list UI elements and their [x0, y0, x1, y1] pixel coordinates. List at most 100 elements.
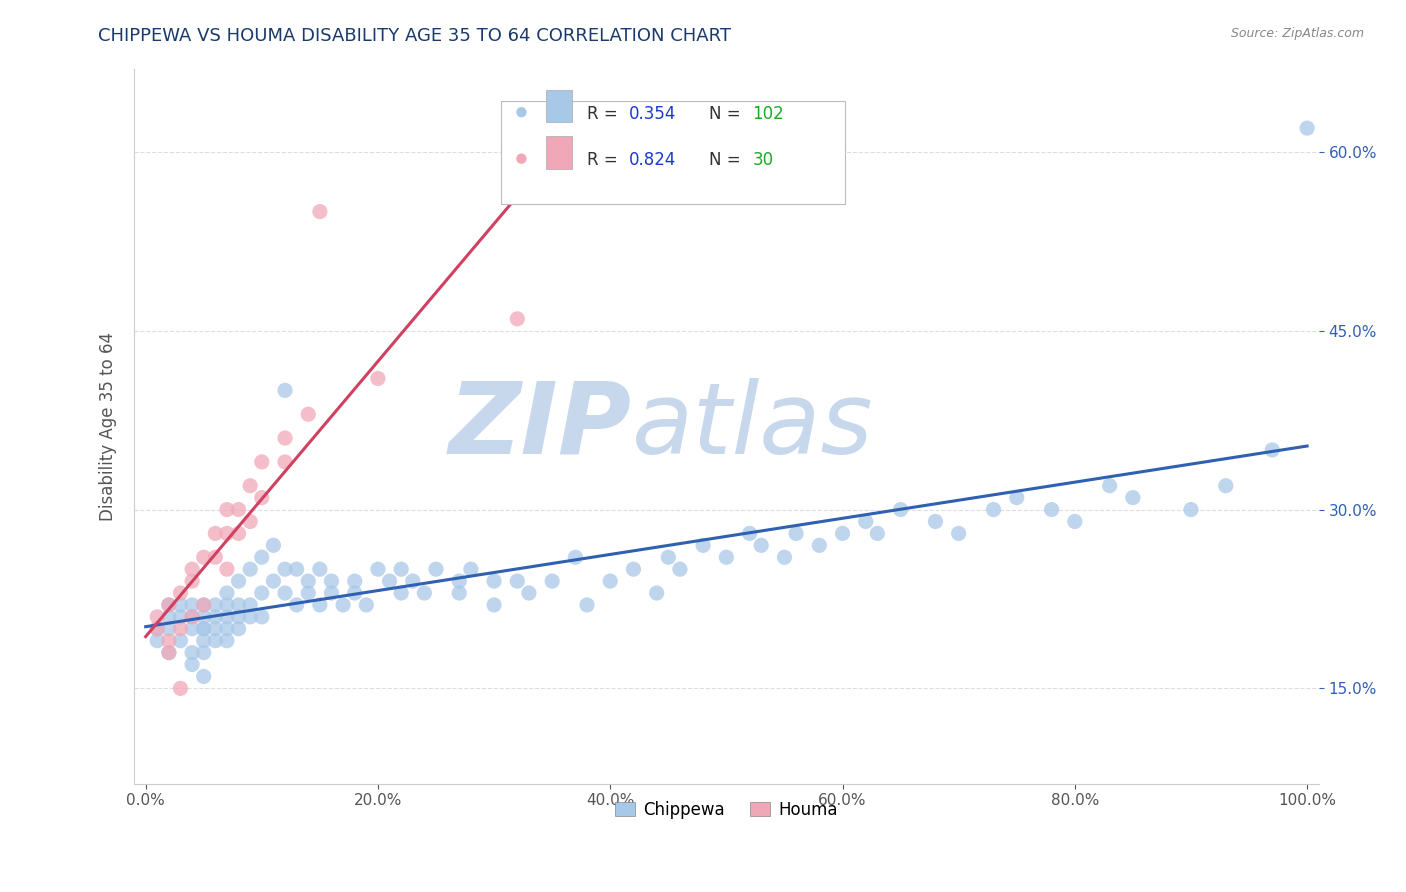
Point	[215, 610, 238, 624]
Point	[389, 586, 412, 600]
Point	[866, 526, 889, 541]
Text: N =: N =	[709, 152, 745, 169]
Point	[204, 550, 226, 565]
Point	[157, 610, 180, 624]
Point	[204, 526, 226, 541]
Point	[1296, 121, 1319, 136]
Point	[204, 610, 226, 624]
Point	[239, 610, 262, 624]
Point	[157, 598, 180, 612]
Point	[716, 550, 738, 565]
Point	[181, 562, 204, 576]
Point	[146, 610, 169, 624]
Text: CHIPPEWA VS HOUMA DISABILITY AGE 35 TO 64 CORRELATION CHART: CHIPPEWA VS HOUMA DISABILITY AGE 35 TO 6…	[98, 27, 731, 45]
Point	[482, 598, 505, 612]
Point	[228, 610, 250, 624]
Text: 0.824: 0.824	[630, 152, 676, 169]
Point	[297, 407, 319, 421]
Point	[193, 610, 215, 624]
Point	[983, 502, 1005, 516]
Point	[215, 526, 238, 541]
Point	[402, 574, 425, 588]
Point	[146, 633, 169, 648]
Text: 102: 102	[752, 105, 785, 123]
Point	[193, 669, 215, 683]
Point	[1215, 479, 1237, 493]
Point	[692, 538, 714, 552]
Point	[449, 574, 471, 588]
Point	[297, 586, 319, 600]
Point	[321, 586, 343, 600]
Point	[181, 610, 204, 624]
Point	[599, 574, 621, 588]
Point	[157, 633, 180, 648]
Point	[808, 538, 831, 552]
Point	[169, 598, 191, 612]
Point	[169, 610, 191, 624]
Point	[169, 681, 191, 696]
Point	[181, 574, 204, 588]
Point	[193, 622, 215, 636]
Text: R =: R =	[586, 105, 623, 123]
Text: atlas: atlas	[631, 377, 873, 475]
Point	[308, 204, 330, 219]
Point	[1040, 502, 1063, 516]
Text: ZIP: ZIP	[449, 377, 631, 475]
Point	[193, 633, 215, 648]
Point	[564, 550, 586, 565]
Point	[262, 538, 284, 552]
Text: R =: R =	[586, 152, 623, 169]
Legend: Chippewa, Houma: Chippewa, Houma	[609, 794, 845, 825]
Point	[308, 562, 330, 576]
Point	[239, 598, 262, 612]
Bar	[547, 90, 572, 122]
Point	[169, 633, 191, 648]
Point	[250, 586, 273, 600]
Point	[215, 502, 238, 516]
Point	[657, 550, 679, 565]
Point	[157, 646, 180, 660]
Point	[378, 574, 401, 588]
Point	[204, 633, 226, 648]
Point	[623, 562, 645, 576]
Text: N =: N =	[709, 105, 745, 123]
Point	[460, 562, 482, 576]
Point	[367, 371, 389, 385]
Point	[575, 598, 598, 612]
Bar	[547, 136, 572, 169]
Point	[332, 598, 354, 612]
Point	[181, 622, 204, 636]
Point	[274, 384, 297, 398]
Text: 0.354: 0.354	[630, 105, 676, 123]
Point	[204, 598, 226, 612]
Point	[239, 479, 262, 493]
FancyBboxPatch shape	[502, 101, 845, 204]
Point	[169, 586, 191, 600]
Point	[425, 562, 447, 576]
Point	[193, 646, 215, 660]
Point	[482, 574, 505, 588]
Point	[285, 562, 308, 576]
Point	[157, 598, 180, 612]
Y-axis label: Disability Age 35 to 64: Disability Age 35 to 64	[100, 332, 117, 521]
Point	[285, 598, 308, 612]
Point	[250, 455, 273, 469]
Point	[413, 586, 436, 600]
Point	[181, 598, 204, 612]
Point	[274, 431, 297, 445]
Point	[250, 491, 273, 505]
Point	[250, 550, 273, 565]
Point	[215, 633, 238, 648]
Point	[193, 622, 215, 636]
Point	[228, 526, 250, 541]
Point	[343, 586, 366, 600]
Point	[228, 574, 250, 588]
Point	[215, 622, 238, 636]
Point	[449, 586, 471, 600]
Point	[1122, 491, 1144, 505]
Point	[228, 502, 250, 516]
Point	[204, 622, 226, 636]
Point	[517, 586, 540, 600]
Point	[645, 586, 668, 600]
Point	[193, 598, 215, 612]
